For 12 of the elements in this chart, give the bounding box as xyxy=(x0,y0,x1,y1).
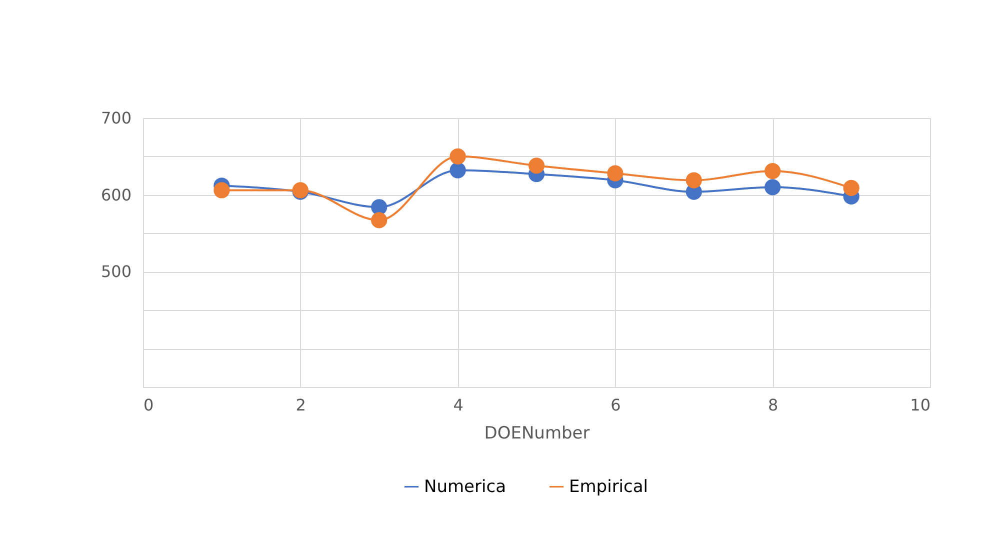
legend-label: Empirical xyxy=(569,476,648,497)
x-tick-label: 4 xyxy=(453,396,464,414)
y-tick-label: 600 xyxy=(100,185,132,204)
x-tick-label: 8 xyxy=(768,396,778,414)
x-tick-label: 6 xyxy=(610,396,621,414)
x-tick-label: 10 xyxy=(910,396,930,414)
y-tick-label: 700 xyxy=(100,108,132,128)
x-tick-label: 0 xyxy=(144,396,154,414)
legend-label: Numerica xyxy=(424,476,506,497)
x-axis-title: DOENumber xyxy=(484,424,590,444)
y-tick-label: 500 xyxy=(100,262,132,282)
x-tick-label: 2 xyxy=(296,396,306,414)
